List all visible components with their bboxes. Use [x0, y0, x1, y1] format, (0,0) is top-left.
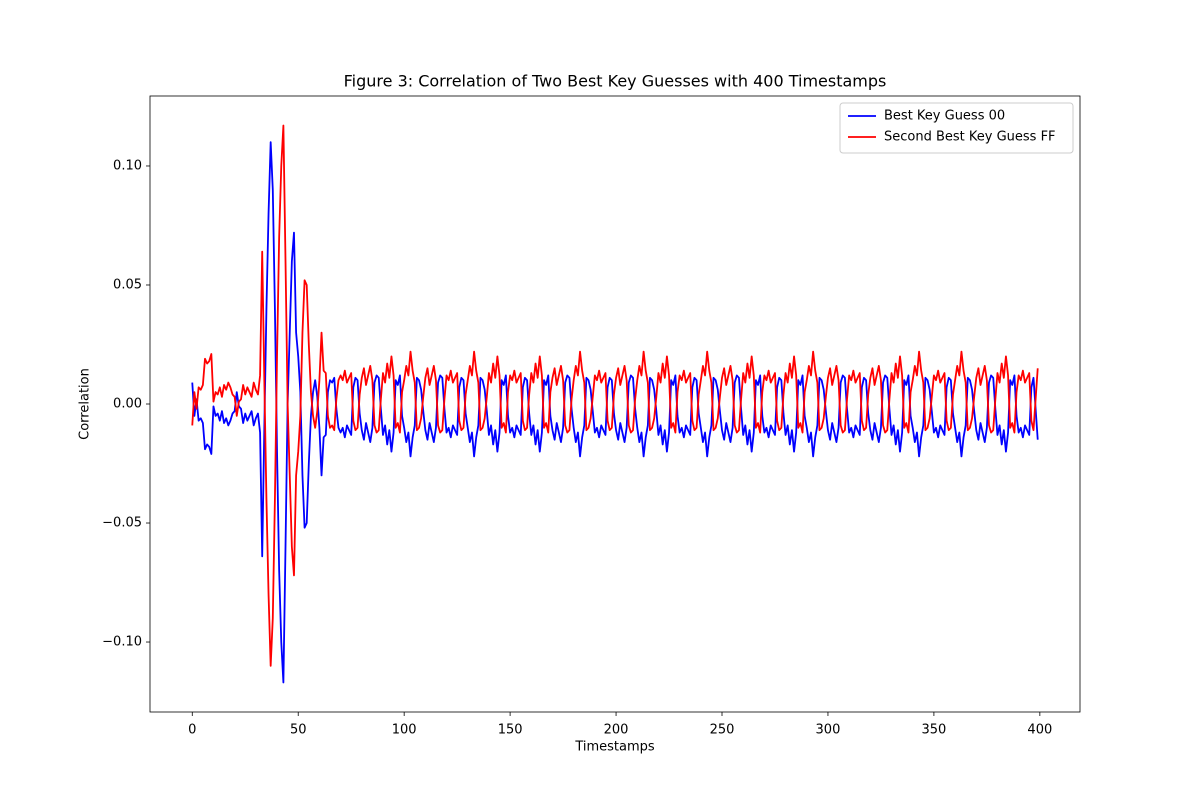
y-tick-label: 0.05 — [113, 277, 142, 292]
x-tick-label: 250 — [710, 723, 735, 738]
x-tick-label: 400 — [1027, 723, 1052, 738]
x-tick-label: 100 — [392, 723, 417, 738]
series-line — [191, 124, 1039, 667]
y-axis-label: Correlation — [78, 368, 93, 440]
x-axis-label: Timestamps — [574, 740, 655, 755]
y-tick-label: −0.05 — [102, 516, 142, 531]
y-tick-label: 0.00 — [113, 397, 142, 412]
series-line — [191, 141, 1039, 684]
legend-label: Best Key Guess 00 — [884, 109, 1005, 124]
y-tick-label: −0.10 — [102, 635, 142, 650]
x-tick-label: 0 — [188, 723, 196, 738]
x-tick-label: 350 — [921, 723, 946, 738]
x-tick-label: 150 — [498, 723, 523, 738]
plot-frame — [149, 95, 1081, 713]
legend: Best Key Guess 00 Second Best Key Guess F… — [839, 102, 1074, 154]
x-tick-label: 200 — [604, 723, 629, 738]
chart-title: Figure 3: Correlation of Two Best Key Gu… — [344, 72, 887, 91]
y-tick-label: 0.10 — [113, 158, 142, 173]
x-tick-label: 300 — [816, 723, 841, 738]
x-tick-label: 50 — [290, 723, 307, 738]
legend-box — [839, 102, 1074, 154]
legend-label: Second Best Key Guess FF — [884, 130, 1056, 145]
